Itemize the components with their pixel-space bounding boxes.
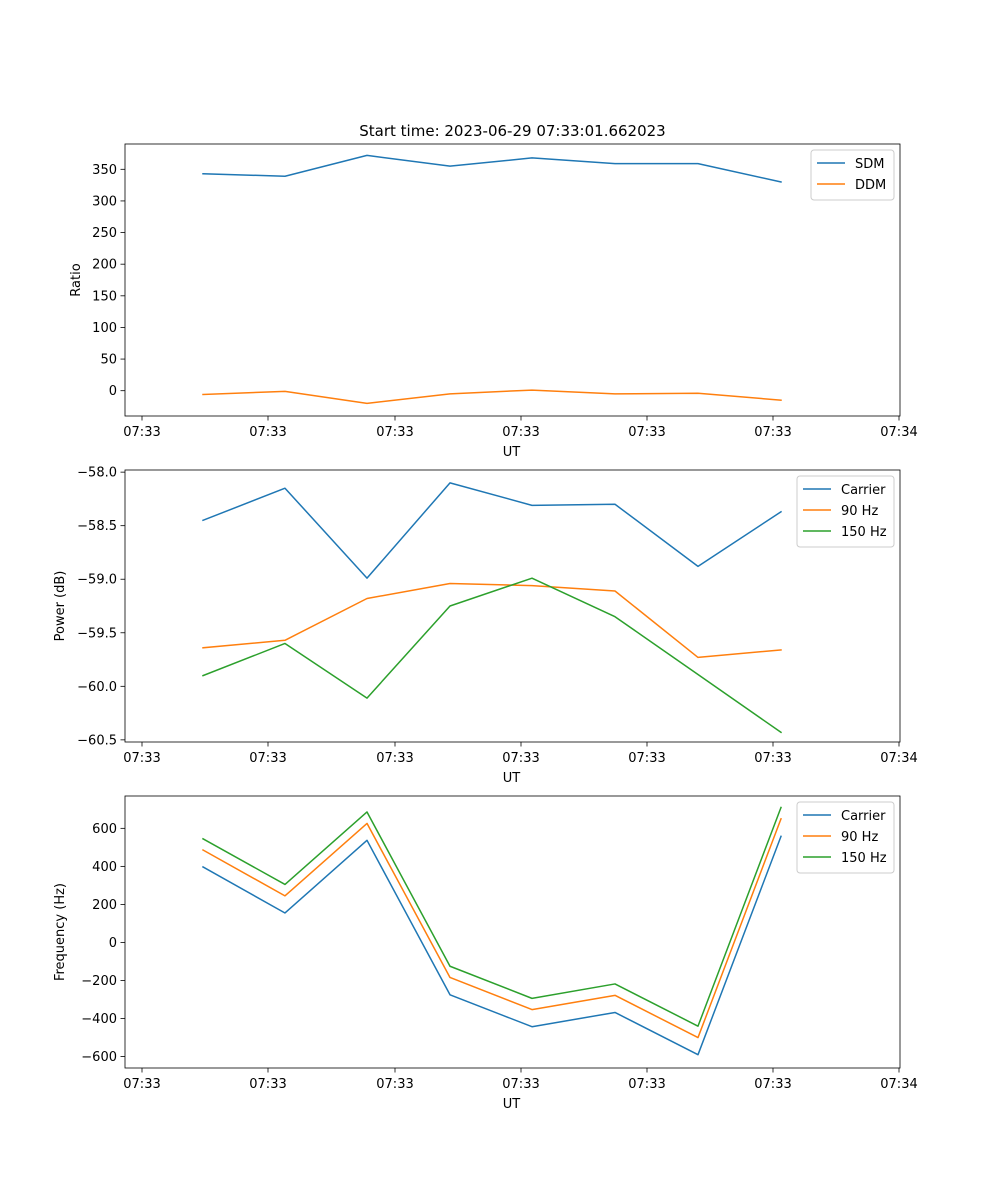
x-tick-label: 07:33 <box>628 1077 665 1092</box>
x-axis-label: UT <box>503 445 521 460</box>
y-tick-label: 0 <box>109 936 117 951</box>
legend-box <box>796 475 895 548</box>
x-tick-label: 07:33 <box>628 425 665 440</box>
y-axis-label: Power (dB) <box>53 571 68 642</box>
series-line-90-hz <box>202 582 782 659</box>
series-line-sdm <box>202 154 782 183</box>
x-tick-label: 07:33 <box>123 425 160 440</box>
series-line-90-hz <box>201 817 782 1039</box>
y-tick-label: −600 <box>81 1050 117 1065</box>
axes-frame <box>124 795 901 1069</box>
chart-panel-1: 07:33 07:33 07:33 07:33 07:33 07:33 07:34 0 50 10… <box>69 122 918 460</box>
legend-label: 150 Hz <box>841 851 887 866</box>
legend-label: Carrier <box>841 809 886 824</box>
y-tick-label: 400 <box>92 860 117 875</box>
y-tick-label: −59.0 <box>77 573 117 588</box>
series-line-carrier <box>202 482 783 579</box>
legend-label: 90 Hz <box>841 504 878 519</box>
legend-label: SDM <box>855 157 884 172</box>
y-tick-label: −400 <box>81 1012 117 1027</box>
x-tick-label: 07:33 <box>628 751 665 766</box>
legend: Carrier 90 Hz 150 Hz <box>796 801 895 874</box>
y-tick-label: −200 <box>81 974 117 989</box>
y-tick-label: 150 <box>92 289 117 304</box>
legend: SDM DDM <box>810 149 895 201</box>
x-tick-label: 07:33 <box>249 425 286 440</box>
y-tick-label: 200 <box>92 258 117 273</box>
x-tick-label: 07:33 <box>502 751 539 766</box>
x-tick-label: 07:34 <box>880 425 917 440</box>
y-axis-label: Ratio <box>69 263 84 296</box>
axes-frame <box>124 143 901 417</box>
y-tick-label: 250 <box>92 226 117 241</box>
chart-panel-2: 07:33 07:33 07:33 07:33 07:33 07:33 07:34 −60.5… <box>53 466 918 786</box>
axes-frame <box>124 469 901 743</box>
y-tick-label: −58.0 <box>77 466 117 481</box>
legend-label: Carrier <box>841 483 886 498</box>
y-tick-label: 0 <box>109 384 117 399</box>
x-tick-label: 07:34 <box>880 751 917 766</box>
y-tick-label: 350 <box>92 163 117 178</box>
x-tick-label: 07:33 <box>502 425 539 440</box>
series-line-150-hz <box>201 806 782 1027</box>
y-tick-label: 600 <box>92 822 117 837</box>
y-tick-label: −59.5 <box>77 626 117 641</box>
y-tick-label: 300 <box>92 194 117 209</box>
x-tick-label: 07:33 <box>123 1077 160 1092</box>
legend-box <box>796 801 895 874</box>
series-line-carrier <box>201 835 782 1056</box>
x-tick-label: 07:33 <box>754 1077 791 1092</box>
x-tick-label: 07:33 <box>123 751 160 766</box>
y-tick-label: 100 <box>92 321 117 336</box>
y-tick-label: 200 <box>92 898 117 913</box>
chart-panel-3: 07:33 07:33 07:33 07:33 07:33 07:33 07:34 −600 −… <box>53 795 918 1112</box>
x-tick-label: 07:33 <box>376 1077 413 1092</box>
series-line-ddm <box>202 389 782 405</box>
x-axis-label: UT <box>503 1097 521 1112</box>
x-tick-label: 07:34 <box>880 1077 917 1092</box>
x-axis-label: UT <box>503 771 521 786</box>
x-tick-label: 07:33 <box>249 751 286 766</box>
series-line-150-hz <box>202 577 783 734</box>
x-tick-label: 07:33 <box>376 751 413 766</box>
legend: Carrier 90 Hz 150 Hz <box>796 475 895 548</box>
legend-label: 150 Hz <box>841 525 887 540</box>
y-tick-label: −60.0 <box>77 680 117 695</box>
chart-title: Start time: 2023-06-29 07:33:01.662023 <box>359 122 665 140</box>
legend-label: DDM <box>855 178 886 193</box>
x-tick-label: 07:33 <box>754 425 791 440</box>
y-tick-label: −58.5 <box>77 519 117 534</box>
x-tick-label: 07:33 <box>376 425 413 440</box>
x-tick-label: 07:33 <box>754 751 791 766</box>
x-tick-label: 07:33 <box>502 1077 539 1092</box>
y-axis-label: Frequency (Hz) <box>53 883 68 981</box>
legend-label: 90 Hz <box>841 830 878 845</box>
y-tick-label: −60.5 <box>77 733 117 748</box>
y-tick-label: 50 <box>100 353 117 368</box>
x-tick-label: 07:33 <box>249 1077 286 1092</box>
